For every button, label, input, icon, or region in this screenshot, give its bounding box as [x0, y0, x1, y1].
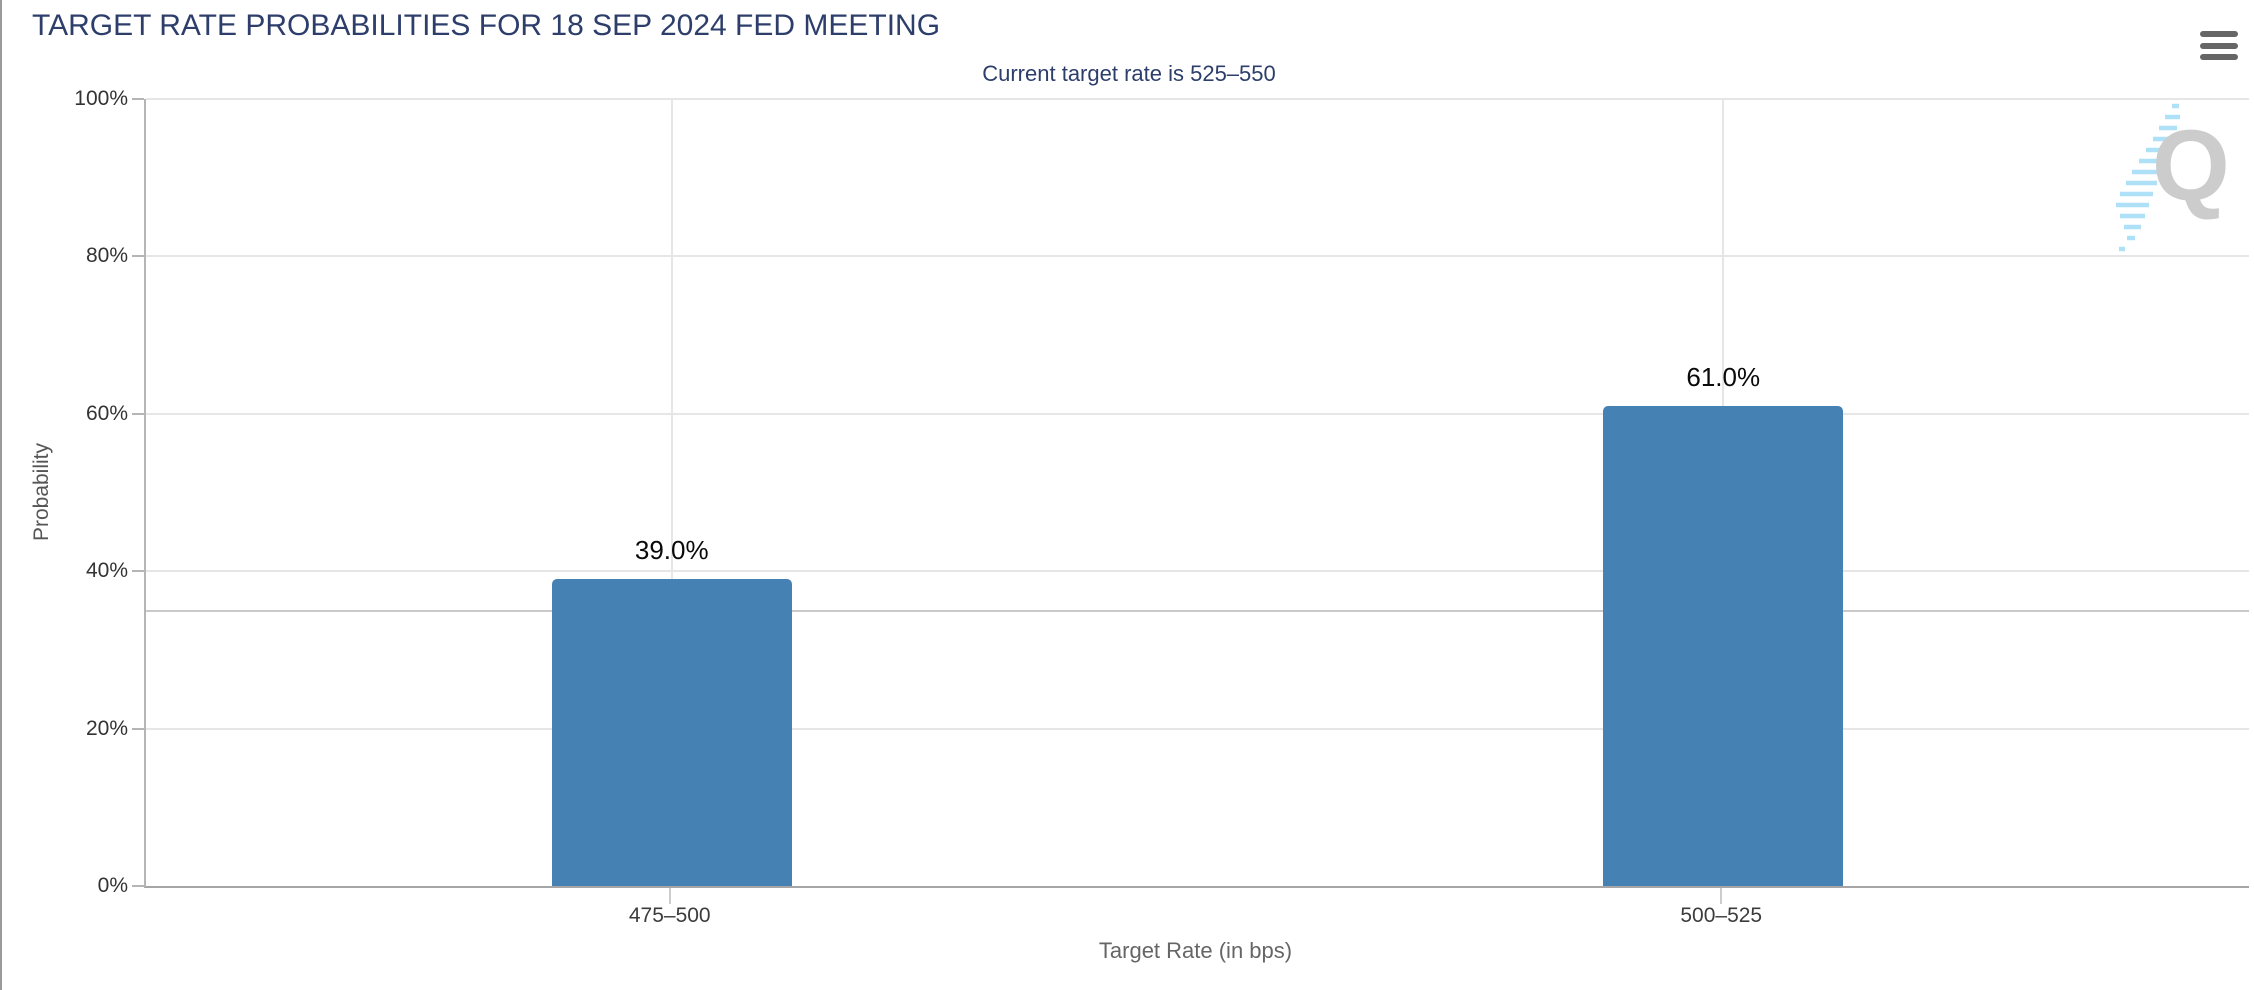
y-tick-mark: [132, 885, 144, 887]
y-tick-mark: [132, 727, 144, 730]
y-tick-label: 40%: [85, 559, 128, 583]
menu-bar: [2200, 42, 2238, 49]
y-gridline: [146, 570, 2249, 573]
menu-bar: [2200, 31, 2238, 37]
x-tick-mark: [668, 888, 671, 904]
x-gridline: [670, 99, 673, 886]
menu-bar: [2200, 54, 2238, 60]
y-tick-mark: [132, 412, 144, 415]
bar-chart-plot-area: 39.0% 61.0%: [144, 98, 2249, 888]
quikstrike-q-logo: Q: [2152, 110, 2230, 222]
chart-menu-button[interactable]: [2200, 31, 2238, 60]
y-tick-mark: [132, 98, 144, 100]
x-tick-label: 500–525: [1680, 904, 1763, 927]
x-tick-mark: [1720, 888, 1723, 904]
bar-500-525[interactable]: [1603, 405, 1844, 886]
chart-subtitle: Current target rate is 525–550: [982, 61, 1276, 86]
y-tick-label: 20%: [85, 716, 128, 740]
y-tick-label: 100%: [74, 87, 128, 110]
bar-value-label: 39.0%: [634, 535, 709, 566]
y-tick-label: 60%: [85, 401, 128, 425]
hamburger-menu-icon: [2200, 31, 2238, 60]
quikstrike-watermark: Q: [2110, 102, 2250, 262]
y-tick-label: 0%: [97, 874, 128, 897]
y-gridline: [146, 412, 2249, 415]
bar-value-label: 61.0%: [1686, 361, 1761, 392]
y-gridline: [146, 98, 2249, 100]
y-tick-mark: [132, 255, 144, 258]
x-tick-label: 475–500: [628, 904, 711, 927]
reference-line: [146, 609, 2249, 612]
chart-title: TARGET RATE PROBABILITIES FOR 18 SEP 202…: [32, 9, 941, 42]
y-gridline: [146, 727, 2249, 730]
y-gridline: [146, 255, 2249, 258]
y-tick-label: 80%: [85, 244, 128, 268]
x-axis-title: Target Rate (in bps): [1098, 938, 1293, 963]
bar-475-500[interactable]: [551, 579, 792, 886]
y-tick-mark: [132, 570, 144, 573]
y-axis-title: Probability: [30, 442, 53, 542]
watermark-dashes-icon: [2116, 103, 2180, 252]
